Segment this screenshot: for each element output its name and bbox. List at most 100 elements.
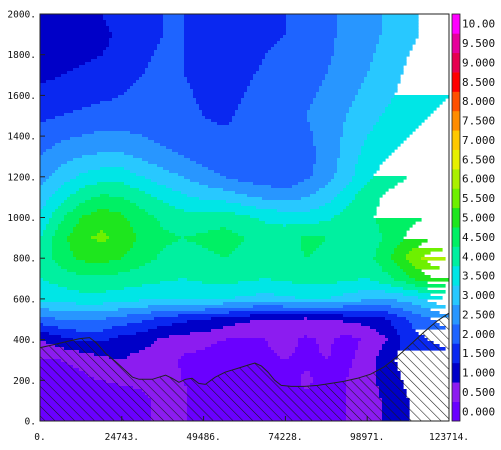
contour-band-segment [127, 356, 182, 360]
contour-band-segment [283, 35, 338, 39]
contour-band-segment [322, 83, 362, 87]
colorbar-swatch [452, 362, 460, 383]
contour-band-segment [340, 143, 365, 147]
contour-band-segment [70, 233, 98, 237]
contour-band-segment [97, 239, 107, 243]
contour-band-segment [166, 245, 203, 249]
contour-band-segment [70, 137, 149, 141]
contour-band-segment [130, 185, 167, 189]
contour-band-segment [112, 326, 158, 330]
contour-band-segment [349, 203, 380, 207]
contour-band-segment [382, 233, 407, 237]
contour-band-segment [376, 356, 398, 360]
contour-band-segment [379, 116, 428, 120]
contour-band-segment [379, 353, 398, 357]
contour-band-segment [376, 362, 398, 366]
contour-band-segment [97, 56, 152, 60]
contour-band-segment [385, 110, 434, 114]
colorbar-swatch [452, 149, 460, 170]
contour-band-segment [385, 341, 401, 345]
contour-band-segment [58, 227, 74, 231]
contour-band-segment [190, 86, 248, 90]
contour-band-segment [415, 284, 446, 288]
contour-band-segment [328, 71, 368, 75]
contour-band-segment [79, 218, 128, 222]
contour-band-segment [151, 344, 212, 348]
contour-band-segment [52, 194, 71, 198]
contour-band-segment [211, 344, 269, 348]
contour-band-segment [358, 158, 386, 162]
contour-band-segment [331, 179, 353, 183]
contour-band-segment [58, 263, 146, 267]
colorbar-swatch [452, 169, 460, 189]
contour-band-segment [379, 242, 401, 246]
contour-band-segment [391, 101, 443, 105]
contour-band-segment [355, 167, 380, 171]
contour-band-segment [169, 230, 209, 234]
contour-band-segment [397, 329, 416, 333]
contour-band-segment [316, 155, 341, 159]
contour-band-segment [376, 44, 413, 48]
contour-band-segment [337, 17, 383, 21]
contour-band-segment [376, 248, 395, 252]
contour-band-segment [40, 74, 62, 78]
contour-band-segment [196, 101, 242, 105]
contour-band-segment [235, 110, 308, 114]
contour-band-segment [49, 176, 77, 180]
contour-band-segment [202, 245, 239, 249]
contour-band-segment [79, 203, 137, 207]
contour-band-segment [178, 362, 353, 366]
contour-band-segment [343, 305, 392, 309]
contour-band-segment [40, 335, 62, 339]
contour-band-segment [238, 245, 302, 249]
contour-band-segment [322, 80, 365, 84]
contour-band-segment [67, 161, 149, 165]
contour-band-segment [301, 377, 314, 381]
contour-band-segment [130, 353, 185, 357]
contour-band-segment [355, 98, 392, 102]
contour-band-segment [295, 347, 320, 351]
contour-band-segment [229, 311, 389, 315]
contour-band-segment [160, 221, 266, 225]
contour-band-segment [40, 113, 65, 117]
contour-band-segment [235, 212, 341, 216]
contour-band-segment [376, 329, 398, 333]
contour-band-segment [340, 155, 359, 159]
contour-band-segment [319, 206, 347, 210]
contour-band-segment [358, 161, 383, 165]
contour-band-segment [184, 32, 287, 36]
contour-band-segment [124, 254, 158, 258]
colorbar-swatch [452, 343, 460, 364]
contour-band-segment [301, 380, 314, 384]
contour-band-segment [382, 269, 404, 273]
contour-band-segment [157, 182, 200, 186]
contour-band-segment [184, 353, 278, 357]
contour-band-segment [325, 185, 347, 189]
contour-band-segment [208, 167, 314, 171]
contour-band-segment [64, 182, 98, 186]
contour-band-segment [40, 131, 95, 135]
contour-band-segment [346, 185, 365, 189]
contour-band-segment [337, 14, 383, 18]
contour-band-segment [352, 179, 371, 183]
contour-band-segment [262, 62, 332, 66]
contour-band-segment [343, 122, 377, 126]
contour-band-segment [205, 347, 272, 351]
contour-band-segment [382, 236, 404, 240]
contour-band-segment [355, 95, 395, 99]
contour-band-segment [331, 218, 377, 222]
colorbar-swatch [452, 246, 460, 267]
colorbar-level-label: 1.500 [462, 347, 495, 360]
contour-band-segment [382, 26, 419, 30]
contour-band-segment [172, 323, 236, 327]
contour-band-segment [40, 308, 50, 312]
contour-band-segment [40, 296, 236, 300]
contour-band-segment [40, 320, 143, 324]
contour-band-segment [361, 323, 392, 327]
contour-band-segment [208, 230, 233, 234]
contour-band-segment [52, 212, 68, 216]
contour-band-segment [391, 254, 407, 258]
contour-band-segment [220, 254, 230, 258]
contour-band-segment [52, 254, 74, 258]
contour-band-segment [61, 164, 158, 168]
